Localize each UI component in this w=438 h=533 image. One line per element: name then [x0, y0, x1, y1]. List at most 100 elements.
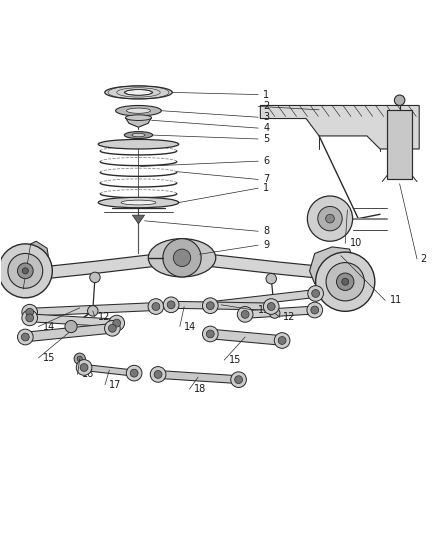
Text: 11: 11: [10, 284, 22, 294]
Circle shape: [269, 308, 280, 318]
Text: 7: 7: [263, 174, 270, 184]
Polygon shape: [132, 215, 145, 224]
Circle shape: [235, 376, 243, 384]
Polygon shape: [210, 254, 345, 281]
Circle shape: [22, 268, 28, 274]
Circle shape: [336, 273, 354, 290]
Circle shape: [77, 356, 82, 361]
Circle shape: [109, 325, 116, 332]
Text: 17: 17: [110, 380, 122, 390]
Circle shape: [206, 330, 214, 338]
Circle shape: [163, 239, 201, 277]
Circle shape: [152, 303, 160, 310]
Circle shape: [154, 370, 162, 378]
Polygon shape: [125, 118, 152, 127]
Text: 4: 4: [263, 123, 269, 133]
Text: 16: 16: [82, 369, 94, 379]
Circle shape: [308, 286, 323, 301]
Circle shape: [130, 369, 138, 377]
Polygon shape: [29, 314, 117, 327]
Ellipse shape: [105, 86, 172, 99]
Circle shape: [237, 306, 253, 322]
Polygon shape: [210, 329, 283, 345]
Text: 12: 12: [283, 312, 296, 322]
Circle shape: [307, 302, 322, 318]
Circle shape: [325, 214, 334, 223]
Polygon shape: [84, 365, 134, 376]
Circle shape: [109, 315, 124, 331]
Circle shape: [318, 206, 342, 231]
Polygon shape: [20, 241, 49, 275]
Polygon shape: [171, 301, 271, 310]
Text: 14: 14: [184, 321, 196, 332]
Circle shape: [278, 336, 286, 344]
Circle shape: [394, 95, 405, 106]
Circle shape: [342, 278, 349, 285]
Circle shape: [173, 249, 191, 266]
Text: 8: 8: [263, 226, 269, 236]
Circle shape: [105, 320, 120, 336]
Ellipse shape: [98, 140, 179, 149]
Circle shape: [80, 364, 88, 372]
Text: 2: 2: [420, 254, 427, 264]
Circle shape: [150, 367, 166, 382]
Text: 10: 10: [350, 238, 363, 248]
Circle shape: [266, 273, 276, 284]
Polygon shape: [25, 324, 113, 342]
Text: 11: 11: [390, 295, 402, 305]
Circle shape: [316, 252, 375, 311]
Ellipse shape: [148, 239, 216, 277]
Circle shape: [202, 326, 218, 342]
Circle shape: [167, 301, 175, 309]
Circle shape: [18, 329, 33, 345]
Ellipse shape: [121, 200, 156, 205]
Text: 9: 9: [263, 240, 269, 250]
Polygon shape: [29, 303, 156, 316]
Text: 2: 2: [263, 101, 270, 111]
Circle shape: [65, 320, 77, 333]
Circle shape: [22, 304, 38, 320]
Circle shape: [8, 254, 43, 288]
Circle shape: [263, 298, 279, 314]
Polygon shape: [310, 247, 354, 284]
Text: 6: 6: [263, 156, 269, 166]
Polygon shape: [210, 289, 316, 310]
Circle shape: [74, 353, 85, 365]
Ellipse shape: [116, 106, 161, 116]
Circle shape: [326, 263, 364, 301]
Circle shape: [163, 297, 179, 313]
Circle shape: [113, 319, 120, 327]
Ellipse shape: [98, 197, 179, 208]
Circle shape: [0, 244, 52, 298]
Circle shape: [26, 308, 34, 316]
Polygon shape: [245, 306, 315, 318]
Text: 15: 15: [43, 353, 55, 363]
Ellipse shape: [124, 90, 152, 95]
Ellipse shape: [124, 132, 152, 139]
Circle shape: [307, 196, 353, 241]
Ellipse shape: [125, 115, 152, 120]
Circle shape: [202, 298, 218, 313]
Text: 13: 13: [258, 305, 270, 315]
Polygon shape: [260, 106, 419, 149]
Polygon shape: [321, 260, 350, 290]
Text: 12: 12: [99, 312, 111, 322]
Circle shape: [126, 365, 142, 381]
Text: 14: 14: [43, 321, 55, 332]
Circle shape: [22, 310, 38, 326]
Circle shape: [241, 310, 249, 318]
Circle shape: [311, 306, 319, 314]
Circle shape: [90, 272, 100, 282]
Circle shape: [21, 333, 29, 341]
Ellipse shape: [132, 133, 145, 137]
Polygon shape: [388, 110, 412, 180]
Circle shape: [26, 314, 34, 322]
Text: 15: 15: [229, 355, 241, 365]
Circle shape: [231, 372, 247, 387]
Text: 3: 3: [263, 112, 269, 122]
Circle shape: [267, 303, 275, 310]
Circle shape: [274, 333, 290, 349]
Text: 1: 1: [263, 90, 269, 100]
Circle shape: [76, 360, 92, 375]
Circle shape: [206, 302, 214, 310]
